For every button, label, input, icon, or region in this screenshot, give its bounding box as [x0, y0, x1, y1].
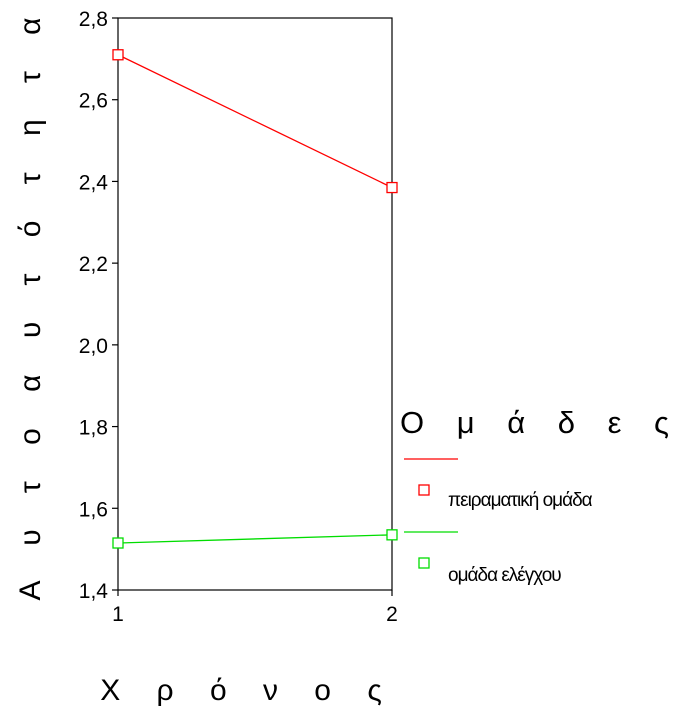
data-point [386, 529, 398, 541]
y-axis-title: Α υ τ ο α υ τ ό τ η τ α [14, 4, 47, 601]
x-tick-label: 1 [112, 603, 124, 626]
series-line-1 [117, 54, 393, 189]
plot-border [117, 17, 393, 591]
y-tick-label: 2,6 [79, 90, 108, 113]
legend-marker [418, 484, 430, 496]
x-axis-title: Χ ρ ό ν ο ς [100, 674, 396, 707]
legend: Ο μ ά δ ε ς πειραματική ομάδα ομάδα ελέγχ… [400, 405, 681, 586]
y-tick-label: 1,8 [79, 417, 108, 440]
y-tick-label: 1,6 [79, 498, 108, 521]
y-tick-label: 2,0 [79, 335, 108, 358]
legend-title: Ο μ ά δ ε ς [400, 405, 681, 440]
series-layer [112, 49, 398, 549]
y-tick-label: 2,2 [79, 253, 108, 276]
data-point [112, 49, 124, 61]
x-tick-label: 2 [386, 603, 398, 626]
legend-label: ομάδα ελέγχου [448, 565, 561, 586]
legend-label: πειραματική ομάδα [448, 490, 593, 511]
plot-frame [117, 17, 393, 591]
series-line-2 [117, 534, 393, 544]
y-tick-label: 2,8 [79, 8, 108, 31]
y-tick-label: 1,4 [79, 580, 109, 603]
data-point [386, 181, 398, 194]
y-axis: 1,4 1,6 1,8 2,0 2,2 2,4 2,6 2,8 [79, 8, 118, 603]
y-tick-label: 2,4 [79, 171, 109, 194]
legend-marker [418, 557, 430, 569]
data-point [112, 537, 124, 549]
